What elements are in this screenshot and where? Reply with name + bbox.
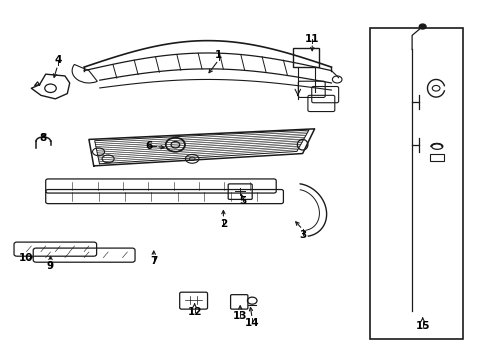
Text: 4: 4 <box>54 55 61 65</box>
Text: 8: 8 <box>40 133 47 143</box>
Text: 7: 7 <box>150 256 157 266</box>
Text: 15: 15 <box>416 321 430 332</box>
Text: 14: 14 <box>245 318 260 328</box>
Text: 5: 5 <box>239 196 246 206</box>
Text: 12: 12 <box>187 307 202 317</box>
Text: 1: 1 <box>215 50 222 60</box>
Text: 9: 9 <box>47 261 54 271</box>
Text: 3: 3 <box>299 230 306 240</box>
Text: 2: 2 <box>220 219 227 229</box>
Text: 13: 13 <box>233 311 247 321</box>
Bar <box>293 48 319 67</box>
Text: 11: 11 <box>305 34 319 44</box>
Text: 6: 6 <box>146 141 152 152</box>
Bar <box>430 154 444 161</box>
Circle shape <box>419 24 426 29</box>
Bar <box>370 28 464 339</box>
Text: 10: 10 <box>19 253 34 262</box>
